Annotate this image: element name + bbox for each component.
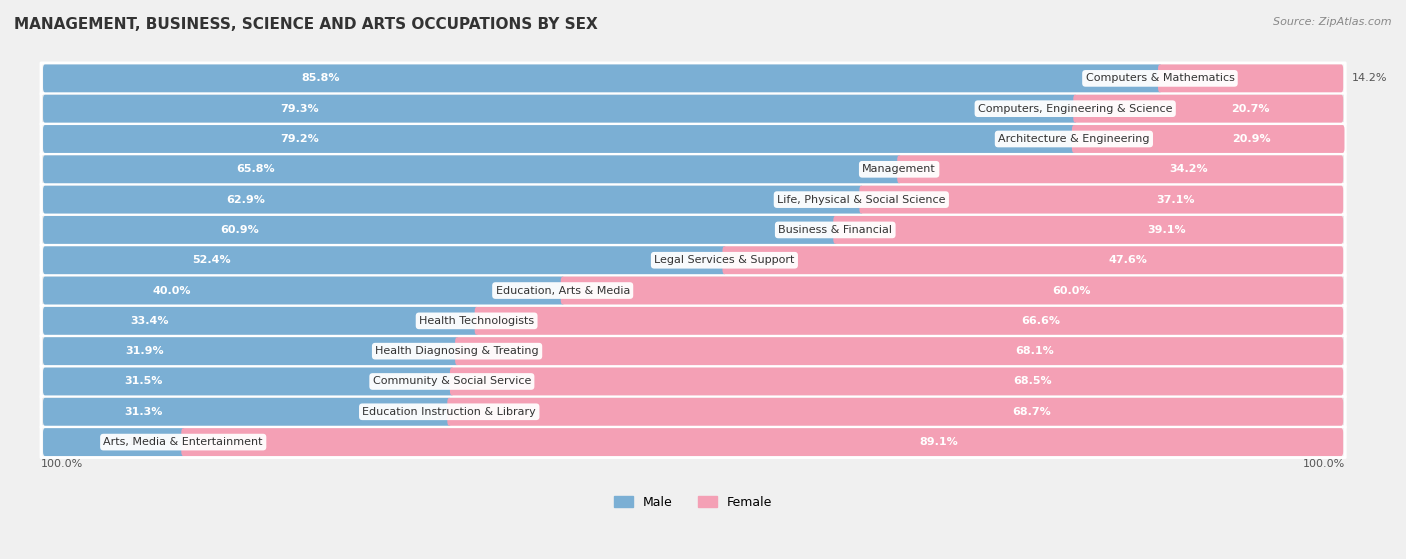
- Text: 20.9%: 20.9%: [1232, 134, 1271, 144]
- Text: 68.1%: 68.1%: [1015, 346, 1053, 356]
- Text: 79.2%: 79.2%: [280, 134, 319, 144]
- Text: Source: ZipAtlas.com: Source: ZipAtlas.com: [1274, 17, 1392, 27]
- Text: Computers & Mathematics: Computers & Mathematics: [1085, 73, 1234, 83]
- Text: MANAGEMENT, BUSINESS, SCIENCE AND ARTS OCCUPATIONS BY SEX: MANAGEMENT, BUSINESS, SCIENCE AND ARTS O…: [14, 17, 598, 32]
- Text: Management: Management: [862, 164, 936, 174]
- FancyBboxPatch shape: [41, 184, 1346, 215]
- Legend: Male, Female: Male, Female: [609, 491, 778, 514]
- Text: Arts, Media & Entertainment: Arts, Media & Entertainment: [104, 437, 263, 447]
- FancyBboxPatch shape: [44, 307, 478, 335]
- Text: 31.3%: 31.3%: [124, 407, 162, 417]
- FancyBboxPatch shape: [41, 154, 1346, 185]
- FancyBboxPatch shape: [1073, 94, 1343, 122]
- Text: 31.5%: 31.5%: [125, 376, 163, 386]
- FancyBboxPatch shape: [44, 398, 451, 426]
- FancyBboxPatch shape: [44, 155, 901, 183]
- Text: 40.0%: 40.0%: [152, 286, 191, 296]
- Text: 85.8%: 85.8%: [301, 73, 340, 83]
- FancyBboxPatch shape: [44, 216, 837, 244]
- FancyBboxPatch shape: [44, 247, 727, 274]
- Text: 100.0%: 100.0%: [41, 459, 83, 469]
- Text: 68.7%: 68.7%: [1012, 407, 1050, 417]
- Text: 10.9%: 10.9%: [128, 437, 163, 447]
- Text: Community & Social Service: Community & Social Service: [373, 376, 531, 386]
- Text: 60.0%: 60.0%: [1052, 286, 1091, 296]
- FancyBboxPatch shape: [897, 155, 1343, 183]
- Text: Education, Arts & Media: Education, Arts & Media: [495, 286, 630, 296]
- Text: 66.6%: 66.6%: [1022, 316, 1060, 326]
- Text: 31.9%: 31.9%: [125, 346, 165, 356]
- FancyBboxPatch shape: [41, 124, 1346, 154]
- Text: Life, Physical & Social Science: Life, Physical & Social Science: [778, 195, 946, 205]
- Text: 100.0%: 100.0%: [1303, 459, 1346, 469]
- FancyBboxPatch shape: [41, 427, 1346, 458]
- FancyBboxPatch shape: [41, 275, 1346, 306]
- Text: Computers, Engineering & Science: Computers, Engineering & Science: [979, 103, 1173, 113]
- Text: 62.9%: 62.9%: [226, 195, 266, 205]
- Text: 14.2%: 14.2%: [1351, 73, 1388, 83]
- FancyBboxPatch shape: [41, 215, 1346, 245]
- Text: Business & Financial: Business & Financial: [779, 225, 893, 235]
- FancyBboxPatch shape: [475, 307, 1343, 335]
- Text: 79.3%: 79.3%: [280, 103, 319, 113]
- FancyBboxPatch shape: [44, 186, 863, 214]
- FancyBboxPatch shape: [41, 93, 1346, 124]
- FancyBboxPatch shape: [44, 428, 186, 456]
- Text: 89.1%: 89.1%: [920, 437, 957, 447]
- FancyBboxPatch shape: [44, 94, 1077, 122]
- FancyBboxPatch shape: [834, 216, 1343, 244]
- Text: 68.5%: 68.5%: [1014, 376, 1052, 386]
- Text: Health Diagnosing & Treating: Health Diagnosing & Treating: [375, 346, 538, 356]
- FancyBboxPatch shape: [723, 247, 1343, 274]
- FancyBboxPatch shape: [41, 366, 1346, 397]
- FancyBboxPatch shape: [44, 125, 1076, 153]
- Text: 37.1%: 37.1%: [1157, 195, 1195, 205]
- Text: 60.9%: 60.9%: [221, 225, 259, 235]
- Text: Legal Services & Support: Legal Services & Support: [654, 255, 794, 265]
- FancyBboxPatch shape: [44, 367, 454, 395]
- FancyBboxPatch shape: [44, 277, 565, 305]
- FancyBboxPatch shape: [41, 396, 1346, 427]
- FancyBboxPatch shape: [41, 245, 1346, 276]
- Text: 39.1%: 39.1%: [1147, 225, 1187, 235]
- FancyBboxPatch shape: [561, 277, 1343, 305]
- FancyBboxPatch shape: [41, 63, 1346, 94]
- FancyBboxPatch shape: [1071, 125, 1344, 153]
- Text: 20.7%: 20.7%: [1232, 103, 1270, 113]
- Text: Architecture & Engineering: Architecture & Engineering: [998, 134, 1150, 144]
- Text: 34.2%: 34.2%: [1170, 164, 1208, 174]
- FancyBboxPatch shape: [44, 337, 458, 365]
- Text: 52.4%: 52.4%: [193, 255, 231, 265]
- FancyBboxPatch shape: [181, 428, 1343, 456]
- FancyBboxPatch shape: [44, 64, 1161, 92]
- FancyBboxPatch shape: [456, 337, 1343, 365]
- FancyBboxPatch shape: [41, 305, 1346, 337]
- Text: Education Instruction & Library: Education Instruction & Library: [363, 407, 536, 417]
- Text: 47.6%: 47.6%: [1108, 255, 1147, 265]
- Text: 33.4%: 33.4%: [131, 316, 169, 326]
- FancyBboxPatch shape: [859, 186, 1343, 214]
- Text: Health Technologists: Health Technologists: [419, 316, 534, 326]
- FancyBboxPatch shape: [41, 336, 1346, 367]
- Text: 65.8%: 65.8%: [236, 164, 276, 174]
- FancyBboxPatch shape: [450, 367, 1343, 395]
- FancyBboxPatch shape: [1159, 64, 1343, 92]
- FancyBboxPatch shape: [447, 398, 1343, 426]
